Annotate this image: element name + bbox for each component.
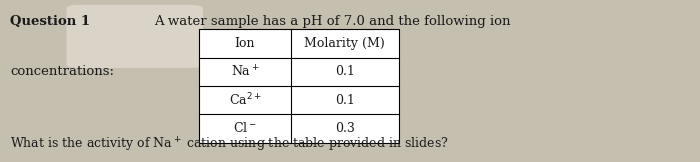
Text: Na$^+$: Na$^+$ (231, 64, 259, 79)
Text: Ion: Ion (234, 37, 255, 50)
Text: Cl$^-$: Cl$^-$ (233, 121, 257, 135)
Text: 0.1: 0.1 (335, 65, 355, 78)
Text: 0.1: 0.1 (335, 93, 355, 107)
Text: concentrations:: concentrations: (10, 65, 115, 78)
Text: A water sample has a pH of 7.0 and the following ion: A water sample has a pH of 7.0 and the f… (154, 15, 510, 28)
Text: What is the activity of Na$^+$ cation using the table provided in slides?: What is the activity of Na$^+$ cation us… (10, 136, 449, 154)
Bar (199, 29, 399, 143)
Text: Ca$^{2+}$: Ca$^{2+}$ (229, 92, 261, 108)
Text: Question 1: Question 1 (10, 15, 90, 28)
Text: 0.3: 0.3 (335, 122, 355, 135)
FancyBboxPatch shape (66, 5, 203, 68)
Text: Molarity (M): Molarity (M) (304, 37, 385, 50)
